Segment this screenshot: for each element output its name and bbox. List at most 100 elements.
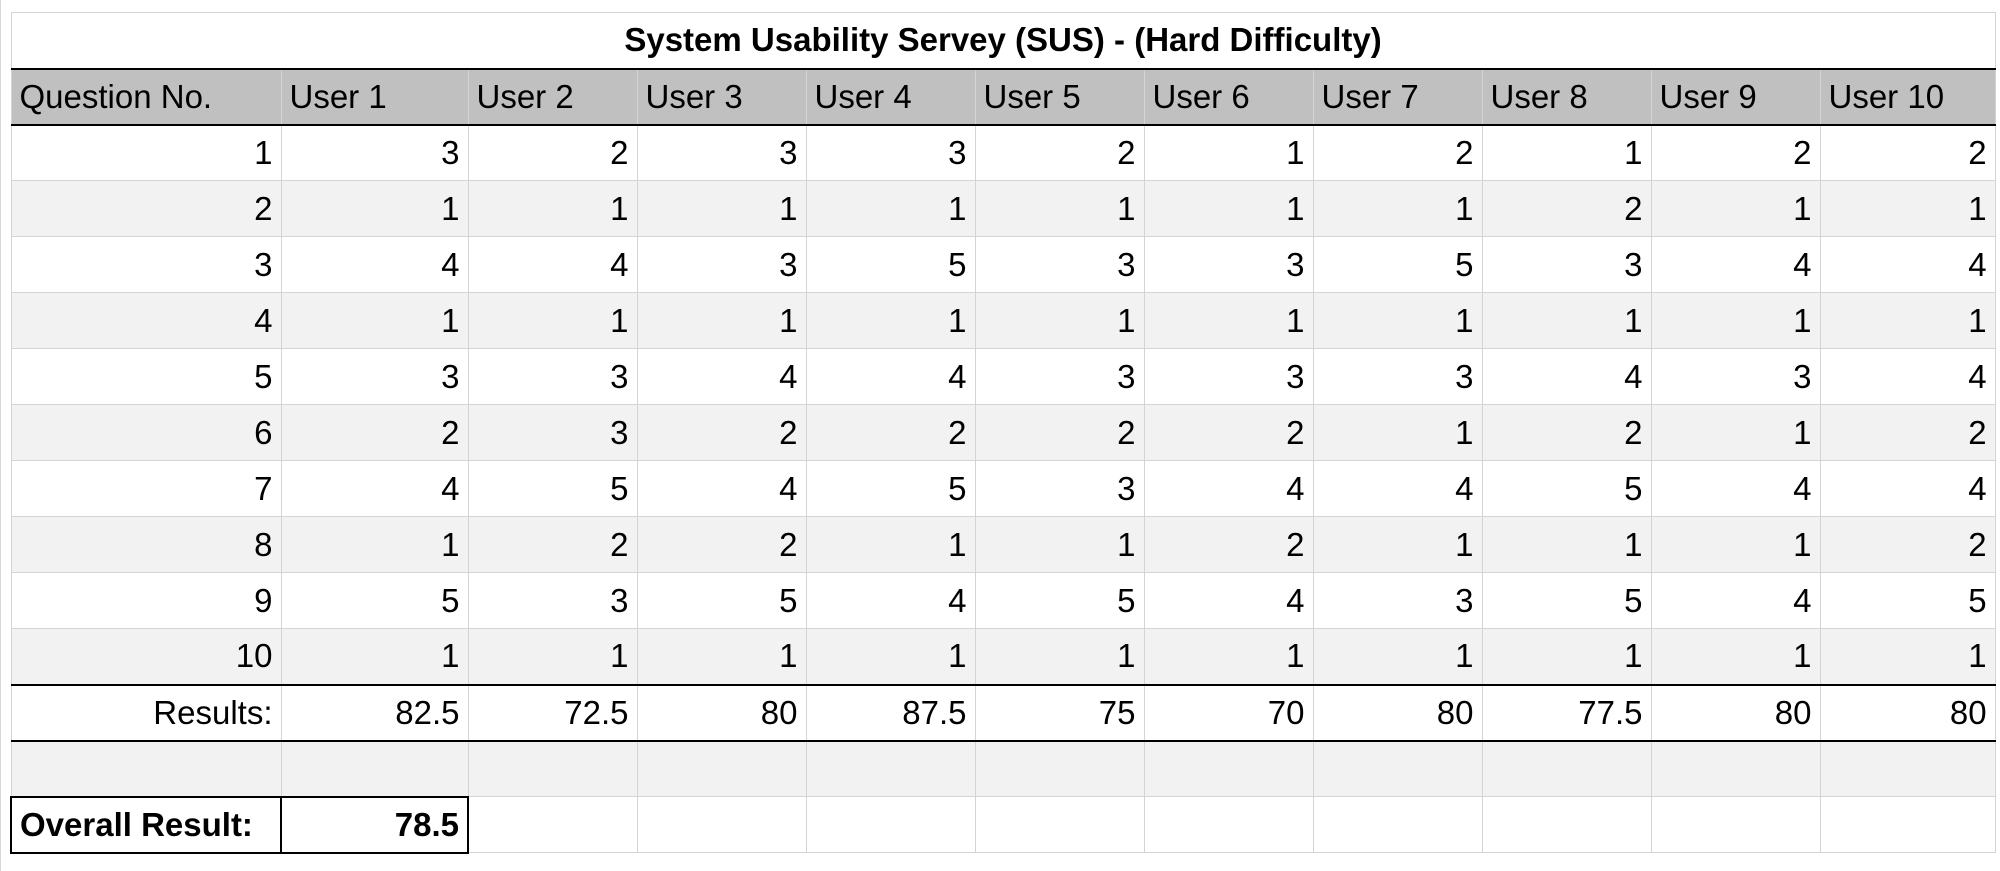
empty-cell[interactable] xyxy=(467,740,638,797)
score-cell[interactable]: 2 xyxy=(974,124,1145,181)
result-value-cell[interactable]: 70 xyxy=(1143,683,1314,742)
score-cell[interactable]: 1 xyxy=(1481,516,1652,573)
score-cell[interactable]: 3 xyxy=(974,348,1145,405)
score-cell[interactable]: 1 xyxy=(1481,124,1652,181)
empty-cell[interactable] xyxy=(1650,796,1821,853)
score-cell[interactable]: 1 xyxy=(805,628,976,685)
result-value-cell[interactable]: 75 xyxy=(974,683,1145,742)
score-cell[interactable]: 1 xyxy=(467,628,638,685)
score-cell[interactable]: 4 xyxy=(280,460,469,517)
result-value-cell[interactable]: 80 xyxy=(1312,683,1483,742)
score-cell[interactable]: 4 xyxy=(1819,460,1996,517)
result-value-cell[interactable]: 82.5 xyxy=(280,683,469,742)
score-cell[interactable]: 2 xyxy=(1819,124,1996,181)
score-cell[interactable]: 2 xyxy=(1481,180,1652,237)
score-cell[interactable]: 1 xyxy=(467,180,638,237)
header-user-7[interactable]: User 7 xyxy=(1312,68,1483,126)
score-cell[interactable]: 1 xyxy=(1819,180,1996,237)
header-user-6[interactable]: User 6 xyxy=(1143,68,1314,126)
score-cell[interactable]: 4 xyxy=(1650,460,1821,517)
question-number-cell[interactable]: 4 xyxy=(10,292,282,349)
score-cell[interactable]: 2 xyxy=(1143,516,1314,573)
score-cell[interactable]: 4 xyxy=(1481,348,1652,405)
score-cell[interactable]: 2 xyxy=(467,124,638,181)
score-cell[interactable]: 1 xyxy=(1650,404,1821,461)
score-cell[interactable]: 2 xyxy=(280,404,469,461)
result-value-cell[interactable]: 87.5 xyxy=(805,683,976,742)
question-number-cell[interactable]: 10 xyxy=(10,628,282,685)
result-value-cell[interactable]: 80 xyxy=(1650,683,1821,742)
score-cell[interactable]: 1 xyxy=(467,292,638,349)
empty-cell[interactable] xyxy=(974,740,1145,797)
header-user-9[interactable]: User 9 xyxy=(1650,68,1821,126)
score-cell[interactable]: 2 xyxy=(636,516,807,573)
score-cell[interactable]: 3 xyxy=(280,124,469,181)
header-user-2[interactable]: User 2 xyxy=(467,68,638,126)
score-cell[interactable]: 3 xyxy=(467,348,638,405)
header-user-5[interactable]: User 5 xyxy=(974,68,1145,126)
score-cell[interactable]: 1 xyxy=(1312,404,1483,461)
score-cell[interactable]: 4 xyxy=(1143,572,1314,629)
score-cell[interactable]: 1 xyxy=(1819,292,1996,349)
score-cell[interactable]: 2 xyxy=(1143,404,1314,461)
score-cell[interactable]: 5 xyxy=(280,572,469,629)
result-value-cell[interactable]: 80 xyxy=(1819,683,1996,742)
score-cell[interactable]: 1 xyxy=(636,628,807,685)
header-question-no[interactable]: Question No. xyxy=(10,68,282,126)
score-cell[interactable]: 1 xyxy=(1143,292,1314,349)
score-cell[interactable]: 2 xyxy=(1819,404,1996,461)
table-title[interactable]: System Usability Servey (SUS) - (Hard Di… xyxy=(10,12,1996,70)
score-cell[interactable]: 4 xyxy=(805,572,976,629)
score-cell[interactable]: 1 xyxy=(1650,292,1821,349)
score-cell[interactable]: 4 xyxy=(467,236,638,293)
score-cell[interactable]: 3 xyxy=(1650,348,1821,405)
score-cell[interactable]: 2 xyxy=(974,404,1145,461)
score-cell[interactable]: 4 xyxy=(1819,236,1996,293)
score-cell[interactable]: 2 xyxy=(1650,124,1821,181)
score-cell[interactable]: 1 xyxy=(1312,180,1483,237)
score-cell[interactable]: 4 xyxy=(805,348,976,405)
score-cell[interactable]: 1 xyxy=(974,292,1145,349)
score-cell[interactable]: 4 xyxy=(280,236,469,293)
empty-cell[interactable] xyxy=(1312,740,1483,797)
result-value-cell[interactable]: 77.5 xyxy=(1481,683,1652,742)
score-cell[interactable]: 4 xyxy=(636,348,807,405)
score-cell[interactable]: 1 xyxy=(1650,180,1821,237)
score-cell[interactable]: 3 xyxy=(1312,348,1483,405)
score-cell[interactable]: 2 xyxy=(467,516,638,573)
score-cell[interactable]: 4 xyxy=(1143,460,1314,517)
overall-result-label[interactable]: Overall Result: xyxy=(10,795,282,854)
score-cell[interactable]: 3 xyxy=(636,236,807,293)
score-cell[interactable]: 3 xyxy=(974,460,1145,517)
score-cell[interactable]: 1 xyxy=(280,516,469,573)
question-number-cell[interactable]: 8 xyxy=(10,516,282,573)
score-cell[interactable]: 1 xyxy=(1143,628,1314,685)
score-cell[interactable]: 5 xyxy=(1312,236,1483,293)
score-cell[interactable]: 1 xyxy=(1481,292,1652,349)
score-cell[interactable]: 2 xyxy=(636,404,807,461)
empty-cell[interactable] xyxy=(974,796,1145,853)
question-number-cell[interactable]: 1 xyxy=(10,124,282,181)
score-cell[interactable]: 3 xyxy=(636,124,807,181)
empty-cell[interactable] xyxy=(1481,740,1652,797)
empty-cell[interactable] xyxy=(1819,796,1996,853)
empty-cell[interactable] xyxy=(636,796,807,853)
score-cell[interactable]: 1 xyxy=(1819,628,1996,685)
score-cell[interactable]: 1 xyxy=(974,180,1145,237)
empty-cell[interactable] xyxy=(1312,796,1483,853)
score-cell[interactable]: 1 xyxy=(805,292,976,349)
score-cell[interactable]: 3 xyxy=(974,236,1145,293)
question-number-cell[interactable]: 9 xyxy=(10,572,282,629)
score-cell[interactable]: 5 xyxy=(467,460,638,517)
score-cell[interactable]: 2 xyxy=(805,404,976,461)
score-cell[interactable]: 1 xyxy=(1143,180,1314,237)
score-cell[interactable]: 1 xyxy=(1650,628,1821,685)
score-cell[interactable]: 5 xyxy=(805,460,976,517)
score-cell[interactable]: 1 xyxy=(1143,124,1314,181)
header-user-10[interactable]: User 10 xyxy=(1819,68,1996,126)
score-cell[interactable]: 2 xyxy=(1819,516,1996,573)
empty-cell[interactable] xyxy=(1819,740,1996,797)
score-cell[interactable]: 1 xyxy=(974,516,1145,573)
score-cell[interactable]: 1 xyxy=(280,180,469,237)
header-user-1[interactable]: User 1 xyxy=(280,68,469,126)
